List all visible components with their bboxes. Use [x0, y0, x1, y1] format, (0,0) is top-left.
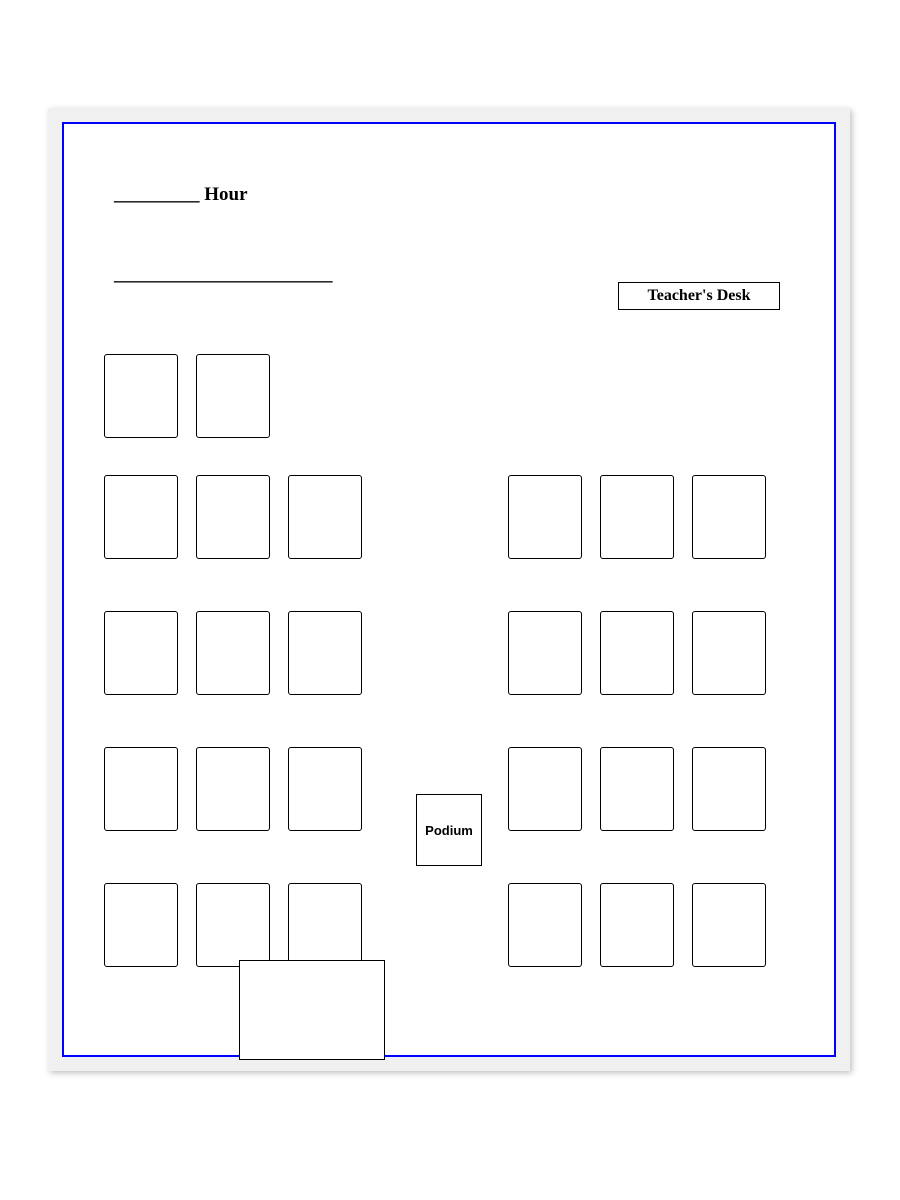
right-seat-r3-c0 [508, 883, 582, 967]
right-seat-r1-c2 [692, 611, 766, 695]
left-seat-r0-c0 [104, 354, 178, 438]
left-seat-r0-c1 [196, 354, 270, 438]
seating-chart-canvas: _________ Hour _______________________ T… [64, 124, 834, 1055]
left-seat-r1-c1 [196, 475, 270, 559]
left-seat-r1-c0 [104, 475, 178, 559]
hour-label: _________ Hour [114, 184, 248, 206]
right-seat-r1-c0 [508, 611, 582, 695]
right-seat-r2-c2 [692, 747, 766, 831]
left-seat-r2-c1 [196, 611, 270, 695]
right-seat-r0-c0 [508, 475, 582, 559]
extra-box [239, 960, 385, 1060]
right-seat-r3-c2 [692, 883, 766, 967]
left-seat-r3-c0 [104, 747, 178, 831]
teacher-desk-label: Teacher's Desk [648, 287, 751, 305]
right-seat-r0-c1 [600, 475, 674, 559]
left-seat-r3-c2 [288, 747, 362, 831]
left-seat-r4-c2 [288, 883, 362, 967]
left-seat-r4-c0 [104, 883, 178, 967]
right-seat-r3-c1 [600, 883, 674, 967]
name-line: _______________________ [114, 264, 333, 286]
right-seat-r0-c2 [692, 475, 766, 559]
inner-page: _________ Hour _______________________ T… [62, 122, 836, 1057]
right-seat-r2-c0 [508, 747, 582, 831]
left-seat-r2-c0 [104, 611, 178, 695]
left-seat-r1-c2 [288, 475, 362, 559]
right-seat-r1-c1 [600, 611, 674, 695]
outer-frame: _________ Hour _______________________ T… [48, 108, 850, 1071]
left-seat-r2-c2 [288, 611, 362, 695]
left-seat-r3-c1 [196, 747, 270, 831]
right-seat-r2-c1 [600, 747, 674, 831]
podium: Podium [416, 794, 482, 866]
podium-label: Podium [425, 823, 473, 838]
left-seat-r4-c1 [196, 883, 270, 967]
teacher-desk: Teacher's Desk [618, 282, 780, 310]
